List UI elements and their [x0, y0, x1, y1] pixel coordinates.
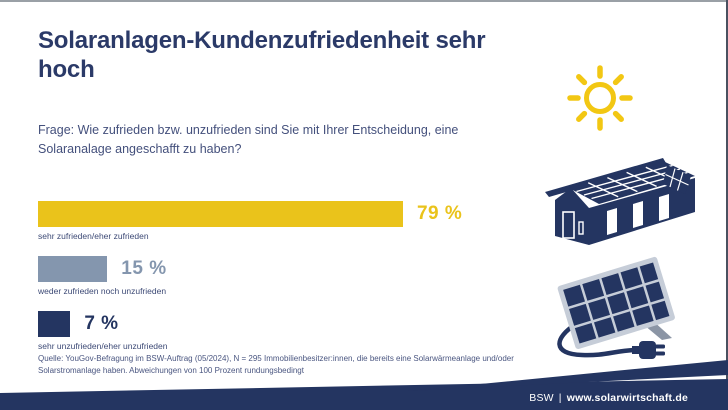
source-note: Quelle: YouGov-Befragung im BSW-Auftrag …	[38, 354, 514, 375]
footer-bar: BSW | www.solarwirtschaft.de	[0, 355, 728, 410]
solar-panel-plug-icon	[548, 250, 700, 362]
question-text: Frage: Wie zufrieden bzw. unzufrieden si…	[38, 123, 459, 156]
bar-sehr-zufrieden	[38, 201, 403, 227]
footer-separator: |	[558, 392, 562, 404]
sun-icon	[562, 60, 638, 136]
bar-row-sehr-zufrieden: 79 % sehr zufrieden/eher zufrieden	[38, 201, 518, 241]
bar-row-weder-noch: 15 % weder zufrieden noch unzufrieden	[38, 256, 518, 296]
bar-value: 15 %	[121, 258, 167, 279]
icon-column	[540, 0, 710, 360]
bar-weder-noch	[38, 256, 108, 282]
footer-org: BSW	[529, 392, 554, 404]
top-border-line	[0, 0, 728, 2]
footer-text: BSW | www.solarwirtschaft.de	[529, 392, 688, 404]
page-title: Solaranlagen-Kundenzufriedenheit sehr ho…	[38, 27, 486, 83]
footer-swoosh	[0, 360, 728, 410]
bar-chart: 79 % sehr zufrieden/eher zufrieden 15 % …	[38, 201, 518, 366]
bar-label: weder zufrieden noch unzufrieden	[38, 286, 167, 296]
solar-house-icon	[545, 138, 703, 250]
bar-value: 79 %	[416, 203, 463, 224]
bar-value: 7 %	[84, 313, 119, 334]
bar-unzufrieden	[38, 311, 71, 337]
bar-label: sehr unzufrieden/eher unzufrieden	[38, 341, 168, 351]
footer-url[interactable]: www.solarwirtschaft.de	[566, 392, 688, 404]
bar-row-unzufrieden: 7 % sehr unzufrieden/eher unzufrieden	[38, 311, 518, 351]
bar-label: sehr zufrieden/eher zufrieden	[38, 231, 149, 241]
right-border-line	[726, 0, 728, 410]
